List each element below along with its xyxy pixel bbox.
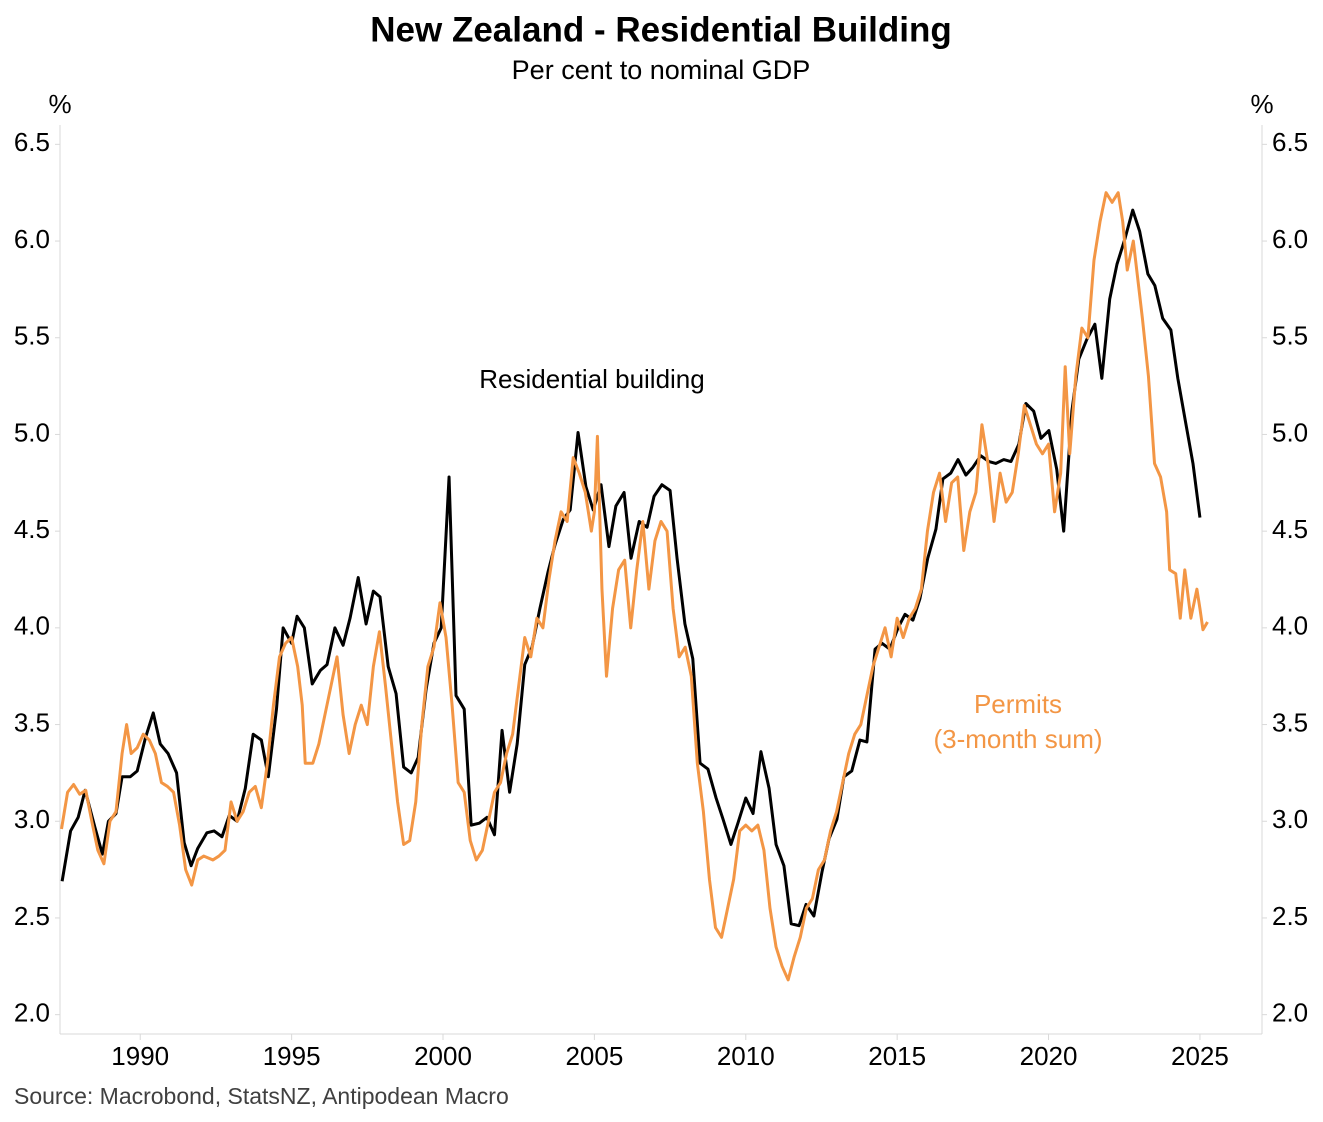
series-sublabel: (3-month sum)	[933, 724, 1102, 754]
x-tick-label: 2010	[717, 1041, 775, 1071]
x-tick-label: 2000	[414, 1041, 472, 1071]
y-axis-unit: %	[48, 89, 71, 119]
source-note: Source: Macrobond, StatsNZ, Antipodean M…	[14, 1083, 509, 1109]
y-tick-label: 2.0	[14, 998, 50, 1028]
x-tick-label: 2020	[1020, 1041, 1078, 1071]
series-line	[60, 191, 1209, 982]
y-tick-label: 6.0	[14, 224, 50, 254]
chart-title: New Zealand - Residential Building	[370, 10, 951, 49]
y2-tick-label: 6.5	[1272, 127, 1308, 157]
x-tick-label: 1995	[263, 1041, 321, 1071]
series-label: Permits	[974, 689, 1062, 719]
x-tick-label: 1990	[111, 1041, 169, 1071]
y-tick-label: 2.5	[14, 901, 50, 931]
y-tick-label: 4.5	[14, 514, 50, 544]
y2-tick-label: 5.5	[1272, 321, 1308, 351]
y2-tick-label: 3.5	[1272, 707, 1308, 737]
x-tick-label: 2025	[1171, 1041, 1229, 1071]
series-line	[60, 208, 1202, 928]
y-tick-label: 3.5	[14, 707, 50, 737]
y-tick-label: 6.5	[14, 127, 50, 157]
x-tick-label: 2015	[868, 1041, 926, 1071]
y2-axis-unit: %	[1250, 89, 1273, 119]
y-tick-label: 5.0	[14, 417, 50, 447]
y2-tick-label: 6.0	[1272, 224, 1308, 254]
x-tick-label: 2005	[565, 1041, 623, 1071]
y2-tick-label: 3.0	[1272, 804, 1308, 834]
y-tick-label: 3.0	[14, 804, 50, 834]
y-tick-label: 5.5	[14, 321, 50, 351]
chart-subtitle: Per cent to nominal GDP	[512, 55, 811, 85]
y2-tick-label: 2.0	[1272, 998, 1308, 1028]
y2-tick-label: 4.0	[1272, 611, 1308, 641]
y2-tick-label: 4.5	[1272, 514, 1308, 544]
y2-tick-label: 2.5	[1272, 901, 1308, 931]
y2-tick-label: 5.0	[1272, 417, 1308, 447]
y-tick-label: 4.0	[14, 611, 50, 641]
series-label: Residential building	[479, 364, 704, 394]
